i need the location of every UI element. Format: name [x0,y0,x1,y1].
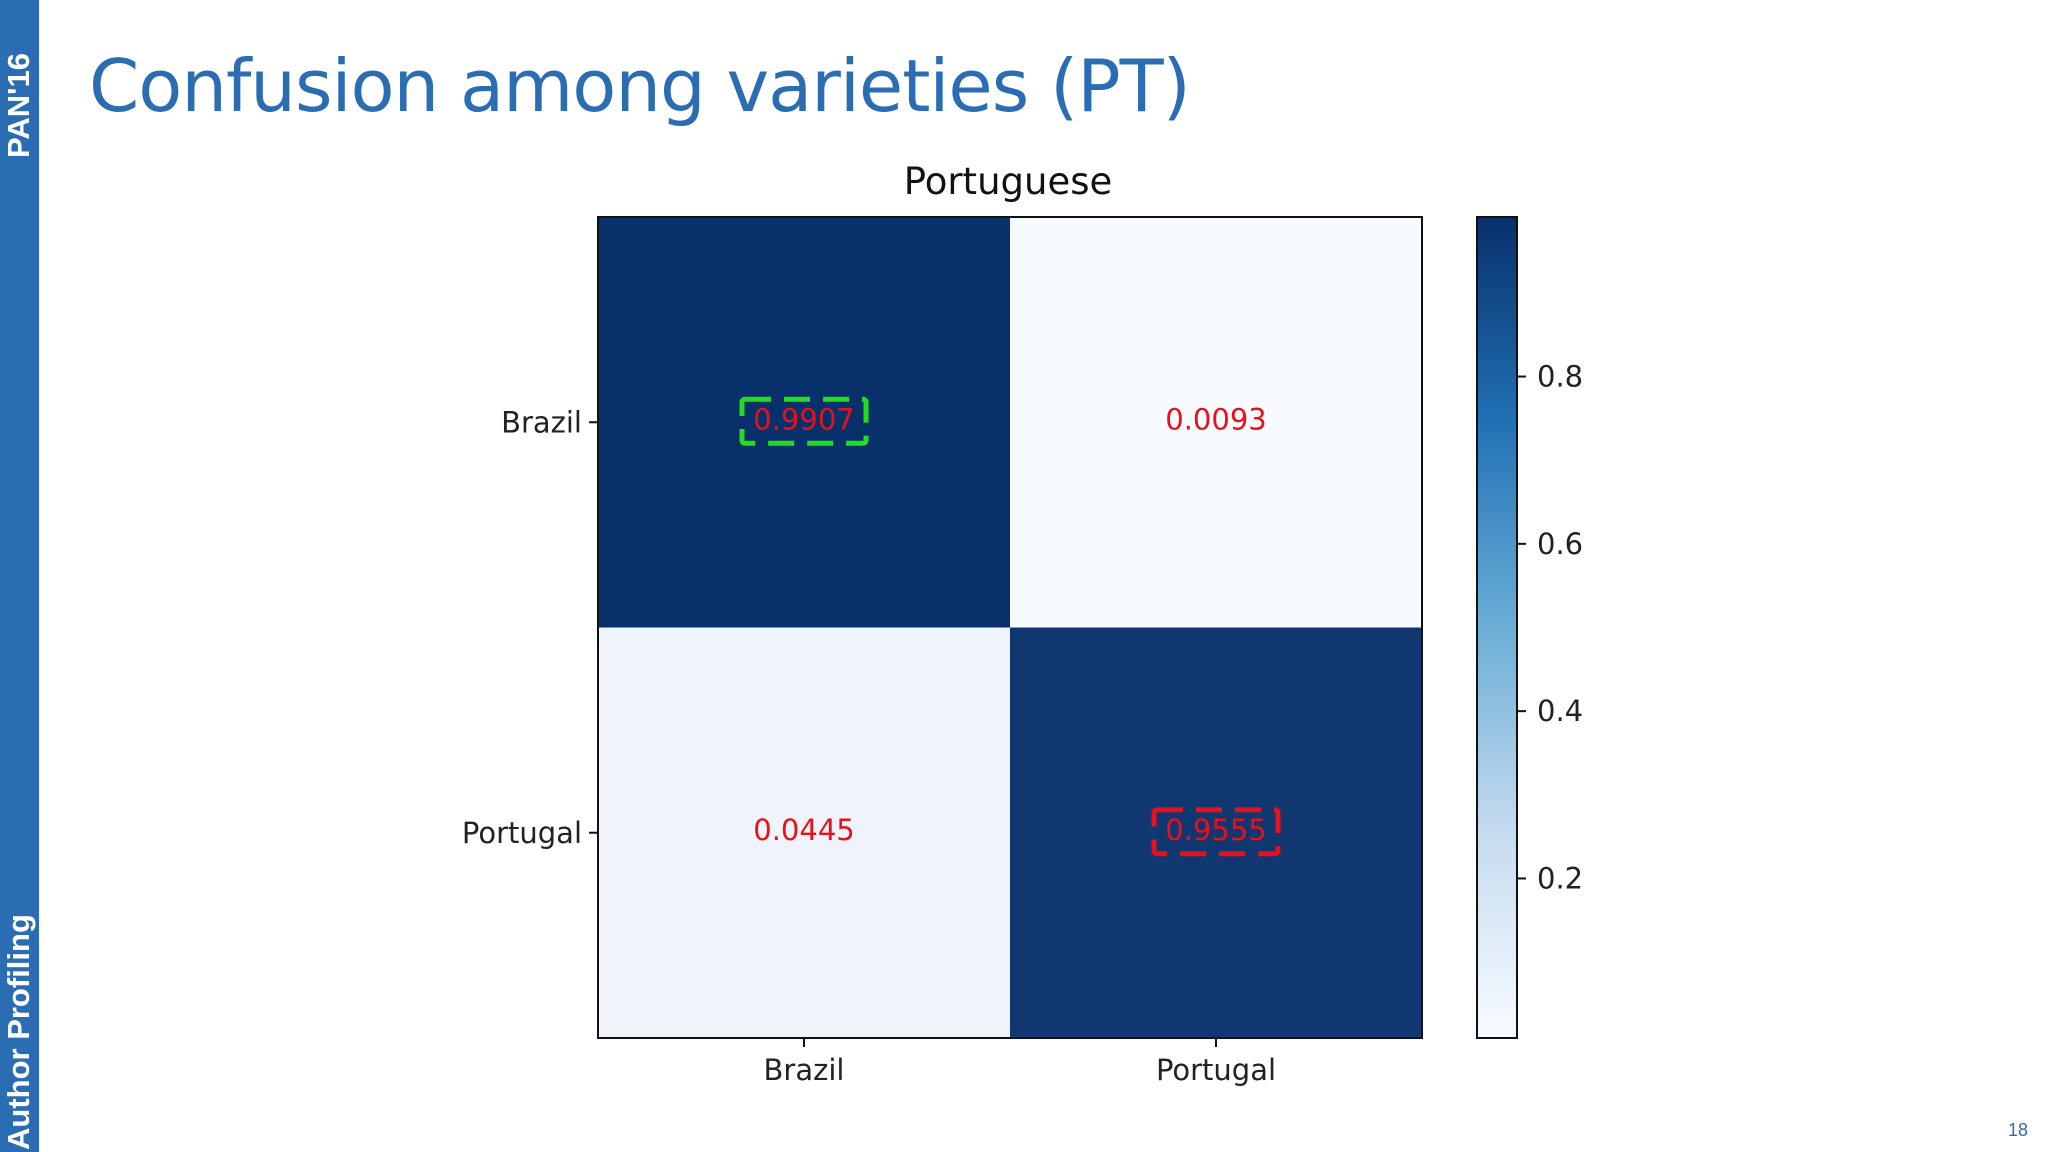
heatmap-cell [1010,627,1422,1038]
page-number: 18 [2007,1120,2028,1140]
heatmap-frame [597,216,1423,1039]
col-axis: Brazil Portugal [764,1038,1276,1087]
heatmap-cells: 0.9907 0.0093 0.0445 0.9555 [598,217,1422,1038]
col-tick-label: Portugal [1156,1053,1276,1087]
row-axis: Brazil Portugal [462,405,598,850]
colorbar-tick-label: 0.8 [1537,360,1583,394]
highlight-box [1151,807,1281,857]
row-tick-label: Brazil [501,405,582,439]
col-tick-label: Brazil [764,1053,845,1087]
colorbar-tick-label: 0.4 [1537,694,1583,728]
heatmap-cell [598,627,1010,1038]
highlight-box [739,396,869,446]
sidebar: PAN'16 Author Profiling [0,0,39,1152]
cell-value-label: 0.0445 [753,813,854,847]
colorbar-tick-label: 0.6 [1537,527,1583,561]
row-tick-label: Portugal [462,816,582,850]
slide-title: Confusion among varieties (PT) [89,44,1191,128]
cell-value-label: 0.0093 [1165,402,1266,436]
cell-value-label: 0.9907 [753,402,854,436]
colorbar-axis: 0.2 0.4 0.6 0.8 [1517,360,1583,895]
heatmap-cell [1010,217,1422,628]
colorbar [1476,216,1518,1039]
colorbar-tick-label: 0.2 [1537,861,1583,895]
heatmap-cell [598,217,1010,628]
chart-title: Portuguese [904,160,1113,203]
cell-value-label: 0.9555 [1165,813,1266,847]
